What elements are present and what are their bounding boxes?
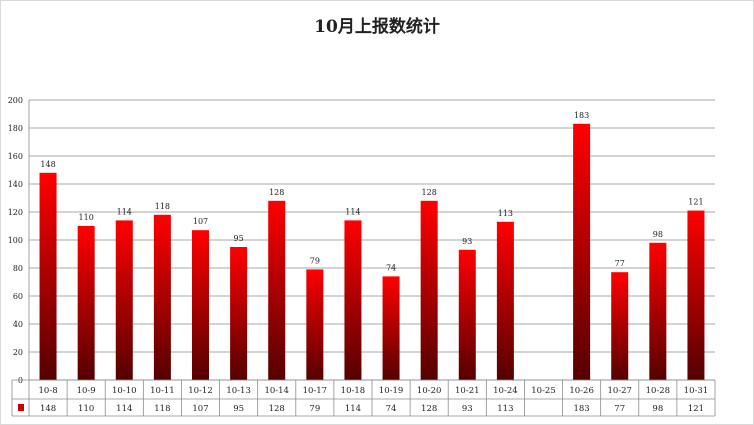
x-tick-label: 10-25	[531, 386, 556, 396]
y-axis-ticks: 0 20 40 60 80 100 120 140 160 180 200	[8, 96, 23, 385]
data-label: 183	[574, 111, 589, 120]
table-value: 113	[497, 404, 513, 414]
data-label: 118	[155, 202, 170, 211]
table-value: 95	[233, 404, 244, 414]
data-table: 10-8 148 10-9 110 10-10 114 10-11 118 10-12 107 10…	[11, 379, 716, 417]
x-tick-label: 10-31	[684, 386, 709, 396]
data-label: 128	[422, 188, 437, 197]
y-tick-label: 20	[13, 348, 23, 357]
table-value: 114	[116, 404, 132, 414]
bar	[230, 247, 248, 380]
x-tick-label: 10-19	[379, 386, 404, 396]
data-label: 95	[234, 234, 244, 243]
bar	[573, 123, 591, 381]
x-tick-label: 10-27	[607, 386, 632, 396]
data-label: 98	[653, 230, 663, 239]
data-label: 128	[269, 188, 284, 197]
x-tick-label: 10-14	[264, 386, 289, 396]
chart-title: 10月上报数统计	[314, 17, 440, 37]
bar	[496, 221, 514, 380]
table-value: 110	[78, 404, 94, 414]
table-value: 114	[345, 404, 361, 414]
y-tick-label: 140	[8, 180, 23, 189]
bar	[344, 220, 362, 380]
data-label: 93	[462, 237, 472, 246]
bar	[458, 249, 476, 380]
x-tick-label: 10-8	[39, 386, 58, 396]
x-tick-label: 10-11	[150, 386, 175, 396]
y-tick-label: 200	[8, 96, 23, 105]
data-label: 148	[40, 160, 55, 169]
bar	[153, 214, 171, 380]
bars	[39, 123, 705, 381]
bar	[382, 276, 400, 380]
table-value: 121	[688, 404, 704, 414]
data-label: 110	[79, 213, 94, 222]
y-tick-label: 40	[13, 320, 23, 329]
data-label: 107	[193, 217, 208, 226]
x-tick-label: 10-24	[493, 386, 518, 396]
bar	[306, 269, 324, 380]
table-value: 107	[192, 404, 208, 414]
data-label: 77	[615, 259, 625, 268]
x-tick-label: 10-10	[112, 386, 137, 396]
data-label: 114	[345, 207, 360, 216]
table-value: 183	[573, 404, 589, 414]
bar	[268, 200, 286, 380]
table-value: 98	[652, 404, 663, 414]
x-tick-label: 10-21	[455, 386, 480, 396]
x-tick-label: 10-9	[77, 386, 96, 396]
bar	[649, 242, 667, 380]
bar	[611, 272, 629, 380]
y-tick-label: 60	[13, 292, 23, 301]
table-value: 93	[462, 404, 473, 414]
y-tick-label: 0	[18, 376, 23, 385]
data-label: 79	[310, 256, 320, 265]
table-value: 79	[309, 404, 320, 414]
y-tick-label: 160	[8, 152, 23, 161]
bar	[115, 220, 133, 380]
table-value: 74	[386, 404, 397, 414]
data-label: 121	[688, 198, 703, 207]
bar	[192, 230, 209, 380]
x-tick-label: 10-13	[226, 386, 251, 396]
bar	[39, 172, 57, 380]
y-tick-label: 120	[8, 208, 23, 217]
x-tick-label: 10-12	[188, 386, 213, 396]
table-value: 128	[421, 404, 437, 414]
y-tick-label: 180	[8, 124, 23, 133]
y-tick-label: 100	[8, 236, 23, 245]
y-tick-label: 80	[13, 264, 23, 273]
data-labels: 148 110 114 118 107 95 128 79 114 74 128 93 113 183 77…	[40, 111, 703, 273]
x-tick-label: 10-20	[417, 386, 442, 396]
data-label: 114	[117, 207, 132, 216]
x-tick-label: 10-26	[569, 386, 594, 396]
gridlines	[28, 99, 715, 381]
bar	[420, 200, 438, 380]
bar	[77, 226, 95, 380]
table-value: 148	[40, 404, 56, 414]
x-tick-label: 10-17	[303, 386, 328, 396]
table-value: 128	[269, 404, 285, 414]
data-label: 113	[498, 209, 513, 218]
table-value: 118	[154, 404, 170, 414]
legend-key	[18, 404, 24, 411]
data-label: 74	[386, 263, 396, 272]
table-value: 77	[614, 404, 625, 414]
bar	[687, 210, 705, 380]
x-tick-label: 10-28	[646, 386, 671, 396]
x-tick-label: 10-18	[341, 386, 366, 396]
